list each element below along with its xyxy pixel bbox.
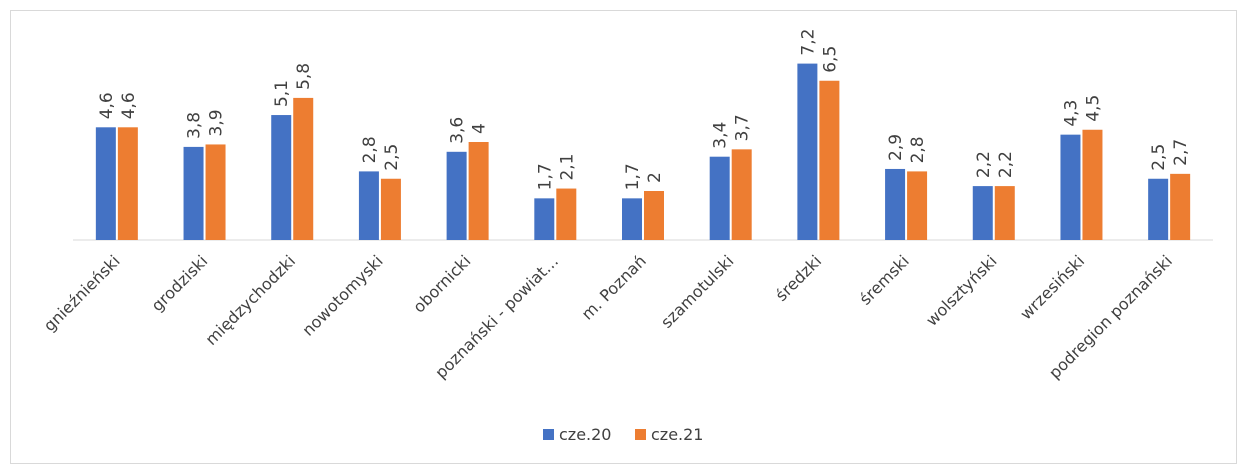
bar-cze21-4 [468,142,489,240]
legend-swatch-cze20 [543,429,554,440]
bar-cze21-9 [907,171,928,240]
bar-cze20-10 [972,186,993,240]
data-label: 1,7 [623,163,643,190]
category-label: średzki [772,251,826,305]
data-label: 3,9 [207,109,227,136]
data-label: 4,5 [1083,95,1103,122]
bar-cze21-8 [819,80,840,240]
data-label: 2,5 [1149,144,1169,171]
category-label: m. Poznań [578,251,650,323]
data-label: 6,5 [820,46,840,73]
category-label: wrzesiński [1016,251,1088,323]
category-label: nowotomyski [298,251,386,339]
bar-cze20-11 [1060,134,1081,240]
category-label: grodziski [148,251,212,315]
bar-cze20-9 [885,168,906,240]
category-label: wolsztyński [922,251,1000,329]
data-label: 4,3 [1061,100,1081,127]
data-label: 3,6 [448,117,468,144]
data-label: 7,2 [798,29,818,56]
data-label: 2 [645,172,665,183]
bar-cze21-1 [205,144,226,240]
data-label: 2,2 [974,151,994,178]
bar-cze21-10 [994,186,1015,240]
bar-cze21-7 [731,149,752,240]
bar-cze21-5 [556,188,577,240]
data-label: 2,8 [360,136,380,163]
bar-cze21-2 [293,97,314,241]
data-label: 3,7 [733,114,753,141]
bar-cze20-2 [271,115,292,240]
bar-cze20-0 [95,127,116,240]
legend-label-cze21: cze.21 [651,425,703,444]
bar-cze20-5 [534,198,555,240]
category-label: międzychodzki [202,251,300,349]
data-label: 4,6 [119,92,139,119]
category-label: szamotulski [657,251,737,331]
bar-cze20-4 [446,151,467,240]
bar-cze20-1 [183,146,204,240]
bar-cze21-12 [1170,173,1191,240]
bar-cze20-8 [797,63,818,240]
data-label: 5,1 [272,80,292,107]
bar-cze20-7 [709,156,730,240]
data-label: 2,5 [382,144,402,171]
data-label: 1,7 [535,163,555,190]
data-label: 2,1 [557,154,577,181]
bar-cze21-0 [117,127,138,240]
category-label: gnieźnieński [40,251,124,335]
data-label: 4 [470,123,490,134]
data-label: 2,9 [886,134,906,161]
bar-cze21-11 [1082,129,1103,240]
legend-label-cze20: cze.20 [559,425,611,444]
category-label: śremski [856,251,913,308]
bar-cze20-12 [1148,178,1169,240]
data-label: 4,6 [97,92,117,119]
data-label: 2,7 [1171,139,1191,166]
data-label: 2,2 [996,151,1016,178]
data-label: 3,4 [711,122,731,149]
bar-cze21-3 [380,178,401,240]
data-label: 5,8 [294,63,314,90]
data-label: 2,8 [908,136,928,163]
bar-cze21-6 [644,191,664,240]
data-label: 3,8 [185,112,205,139]
bar-cze20-3 [358,171,379,240]
legend-swatch-cze21 [635,429,646,440]
category-label: obornicki [409,251,474,316]
bar-cze20-6 [622,198,642,240]
